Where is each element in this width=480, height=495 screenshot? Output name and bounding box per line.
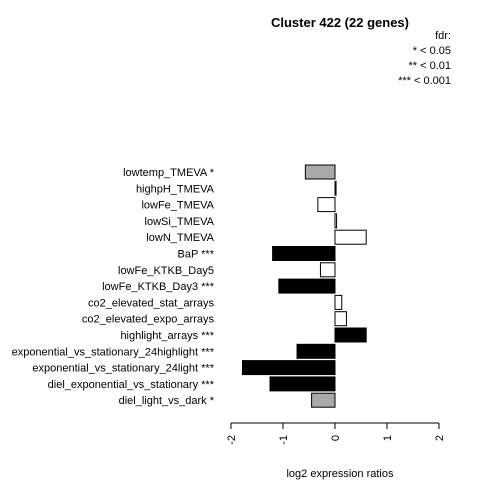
category-label-5: lowN_TMEVA (146, 232, 214, 244)
legend-entry-3: *** < 0.001 (398, 75, 451, 87)
category-label-4: lowSi_TMEVA (145, 216, 215, 228)
chart-title: Cluster 422 (22 genes) (271, 15, 409, 30)
category-label-14: diel_exponential_vs_stationary *** (48, 379, 215, 391)
category-label-7: lowFe_KTKB_Day5 (118, 265, 214, 277)
category-label-13: exponential_vs_stationary_24light *** (32, 363, 214, 375)
category-label-12: exponential_vs_stationary_24highlight **… (12, 346, 215, 358)
bar-14 (269, 376, 336, 392)
bar-15 (311, 392, 336, 408)
bar-5 (334, 229, 367, 245)
bar-11 (334, 327, 367, 343)
fdr-legend: fdr: * < 0.05 ** < 0.01 *** < 0.001 (398, 30, 451, 87)
bar-9 (334, 294, 343, 310)
legend-entry-2: ** < 0.01 (408, 60, 451, 72)
category-label-10: co2_elevated_expo_arrays (82, 314, 215, 326)
x-tick-label-3: 0 (330, 435, 342, 441)
category-label-3: lowFe_TMEVA (141, 200, 214, 212)
x-axis: -2 -1 0 1 2 (226, 422, 446, 445)
bar-3 (317, 197, 336, 213)
category-label-1: lowtemp_TMEVA * (123, 167, 215, 179)
category-label-8: lowFe_KTKB_Day3 *** (102, 281, 215, 293)
bar-10 (334, 311, 347, 327)
bar-13 (241, 360, 336, 376)
bar-4 (334, 213, 338, 229)
bar-8 (278, 278, 336, 294)
category-label-11: highlight_arrays *** (120, 330, 214, 342)
bar-1 (304, 164, 336, 180)
x-tick-label-2: -1 (278, 435, 290, 445)
x-tick-label-5: 2 (434, 435, 446, 441)
bar-7 (319, 262, 336, 278)
category-label-6: BaP *** (178, 249, 215, 261)
category-label-2: highpH_TMEVA (136, 183, 215, 195)
legend-entry-1: * < 0.05 (413, 45, 451, 57)
bar-2 (334, 180, 337, 196)
category-label-15: diel_light_vs_dark * (119, 395, 215, 407)
bars-group (241, 164, 367, 408)
category-label-9: co2_elevated_stat_arrays (88, 297, 214, 309)
bar-12 (296, 343, 336, 359)
x-tick-label-4: 1 (382, 435, 394, 441)
bar-6 (272, 246, 336, 261)
x-tick-label-1: -2 (226, 435, 238, 445)
legend-title: fdr: (435, 30, 451, 42)
x-axis-label: log2 expression ratios (286, 468, 394, 480)
category-labels: lowtemp_TMEVA * highpH_TMEVA lowFe_TMEVAlo… (12, 167, 215, 407)
